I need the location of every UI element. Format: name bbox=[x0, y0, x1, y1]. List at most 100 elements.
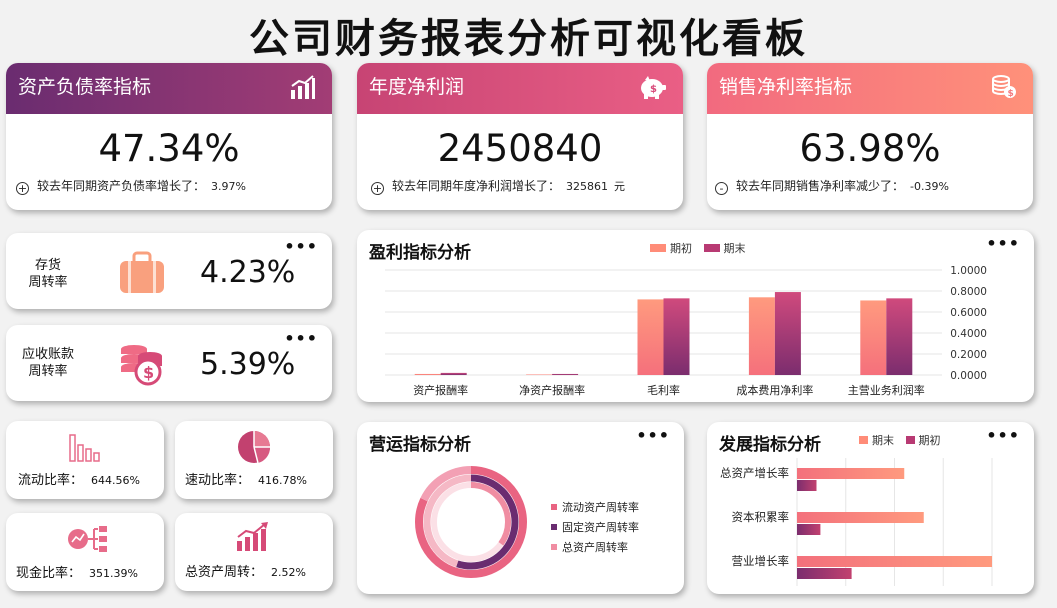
y-tick-label: 总资产增长率 bbox=[720, 466, 789, 480]
chart-title: 发展指标分析 bbox=[719, 435, 821, 455]
legend-label: 固定资产周转率 bbox=[562, 520, 639, 534]
bar-end bbox=[797, 556, 992, 567]
y-tick-label: 1.0000 bbox=[950, 265, 987, 277]
more-options-button[interactable]: ••• bbox=[284, 329, 318, 348]
x-tick-label: 资产报酬率 bbox=[413, 383, 468, 397]
receivable-turnover-card: ••• 应收账款 周转率 $ 5.39% bbox=[6, 325, 332, 401]
kpi-note: + 较去年同期资产负债率增长了： 3.97% bbox=[16, 179, 246, 195]
kpi-header: 销售净利率指标 $ bbox=[707, 63, 1033, 114]
chart-legend: 期末 期初 bbox=[859, 432, 949, 448]
chart-title: 营运指标分析 bbox=[369, 435, 471, 455]
legend-swatch bbox=[551, 524, 557, 530]
ring-slice bbox=[423, 474, 519, 570]
bar-begin bbox=[797, 568, 852, 579]
legend-item: 期初 bbox=[905, 434, 941, 447]
profit-analysis-card: 盈利指标分析 ••• 期初 期末 1.0000 0.8000 0.6000 0.400… bbox=[357, 230, 1034, 402]
plus-icon: + bbox=[371, 182, 384, 195]
piggy-bank-icon: $ bbox=[641, 76, 666, 99]
ring-slice bbox=[415, 466, 527, 578]
svg-text:$: $ bbox=[650, 84, 657, 95]
kpi-card-debt-ratio: 资产负债率指标 47.34% + 较去年同期资产负债率增长了： 3.97% bbox=[6, 63, 332, 210]
kpi-change: -0.39% bbox=[910, 180, 949, 193]
kpi-title: 销售净利率指标 bbox=[719, 76, 853, 98]
kpi-card-net-profit: 年度净利润 $ 2450840 + 较去年同期年度净利润增长了： 325861 元 bbox=[357, 63, 683, 210]
cash-ratio: 现金比率： 351.39% bbox=[16, 566, 138, 581]
page-title: 公司财务报表分析可视化看板 bbox=[249, 15, 808, 62]
column-chart-icon bbox=[69, 434, 100, 462]
turnover-value: 5.39% bbox=[200, 347, 296, 382]
kpi-note: + 较去年同期年度净利润增长了： 325861 元 bbox=[371, 179, 626, 195]
turnover-value: 4.23% bbox=[200, 255, 296, 290]
y-tick-label: 营业增长率 bbox=[732, 554, 790, 568]
development-analysis-card: 发展指标分析 ••• 期末 期初 总资产增长率 资本积累率 营业增长率 bbox=[707, 422, 1034, 594]
bar-end bbox=[440, 372, 467, 375]
quick-ratio-card: 速动比率： 416.78% bbox=[175, 421, 333, 499]
kpi-value: 47.34% bbox=[98, 127, 240, 170]
x-tick-label: 毛利率 bbox=[647, 383, 680, 397]
bar-end bbox=[886, 298, 913, 375]
kpi-value: 63.98% bbox=[799, 127, 941, 170]
turnover-label: 应收账款 周转率 bbox=[21, 347, 74, 379]
quick-ratio: 速动比率： 416.78% bbox=[185, 473, 307, 488]
bar-begin bbox=[797, 524, 821, 535]
more-options-button[interactable]: ••• bbox=[284, 237, 318, 256]
bar-end bbox=[774, 292, 801, 375]
kpi-value: 2450840 bbox=[437, 127, 603, 170]
inventory-turnover-card: ••• 存货 周转率 4.23% bbox=[6, 233, 332, 309]
briefcase-icon bbox=[120, 251, 164, 293]
current-ratio-card: 流动比率： 644.56% bbox=[6, 421, 164, 499]
asset-turnover-card: 总资产周转： 2.52% bbox=[175, 513, 333, 591]
y-tick-label: 0.4000 bbox=[950, 328, 987, 340]
kpi-title: 资产负债率指标 bbox=[18, 76, 152, 98]
svg-text:$: $ bbox=[1008, 89, 1014, 99]
turnover-label: 存货 周转率 bbox=[28, 258, 68, 290]
bar-end bbox=[797, 468, 905, 479]
current-ratio: 流动比率： 644.56% bbox=[18, 473, 140, 488]
y-tick-label: 0.6000 bbox=[950, 307, 987, 319]
bar-end bbox=[663, 298, 690, 375]
legend-item: 期末 bbox=[703, 242, 746, 255]
legend-item: 期末 bbox=[859, 434, 894, 447]
bar-begin bbox=[637, 299, 664, 375]
x-tick-label: 净资产报酬率 bbox=[519, 383, 585, 397]
legend-swatch bbox=[551, 504, 557, 510]
bar-begin bbox=[414, 373, 441, 375]
bar-end bbox=[797, 512, 924, 523]
bar-begin bbox=[797, 480, 817, 491]
bar-begin bbox=[860, 300, 887, 375]
coins-icon: $ bbox=[992, 75, 1016, 99]
kpi-title: 年度净利润 bbox=[369, 76, 465, 98]
profit-bar-chart: 1.0000 0.8000 0.6000 0.4000 0.2000 0.0000 资产报酬… bbox=[385, 265, 987, 397]
money-stack-icon: $ bbox=[121, 345, 162, 386]
kpi-note: - 较去年同期销售净利率减少了： -0.39% bbox=[715, 177, 949, 195]
chart-title: 盈利指标分析 bbox=[369, 243, 471, 263]
asset-turnover: 总资产周转： 2.52% bbox=[185, 565, 306, 580]
plus-icon: + bbox=[16, 182, 29, 195]
more-options-button[interactable]: ••• bbox=[636, 426, 670, 445]
svg-text:$: $ bbox=[143, 363, 154, 382]
more-options-button[interactable]: ••• bbox=[986, 234, 1020, 253]
kpi-header: 资产负债率指标 bbox=[6, 63, 332, 114]
legend-label: 总资产周转率 bbox=[562, 540, 628, 554]
x-tick-label: 主营业务利润率 bbox=[848, 383, 925, 397]
kpi-header: 年度净利润 $ bbox=[357, 63, 683, 114]
y-tick-label: 0.8000 bbox=[950, 286, 987, 298]
cash-ratio-card: 现金比率： 351.39% bbox=[6, 513, 164, 591]
ring-slice bbox=[431, 482, 511, 562]
kpi-change: 3.97% bbox=[211, 180, 246, 193]
chart-legend: 期初 期末 bbox=[650, 240, 754, 256]
pie-chart-icon bbox=[238, 431, 271, 464]
legend-item: 期初 bbox=[650, 242, 692, 255]
more-options-button[interactable]: ••• bbox=[986, 426, 1020, 445]
legend-swatch bbox=[551, 544, 557, 550]
bar-begin bbox=[748, 297, 775, 375]
x-tick-label: 成本费用净利率 bbox=[736, 383, 813, 397]
y-tick-label: 0.2000 bbox=[950, 349, 987, 361]
bar-end bbox=[552, 373, 579, 375]
y-tick-label: 0.0000 bbox=[950, 370, 987, 382]
operating-analysis-card: 营运指标分析 ••• 流动资产周转率 固定资产周转率 总资产周转率 bbox=[357, 422, 684, 594]
flow-icon bbox=[68, 526, 107, 552]
legend-label: 流动资产周转率 bbox=[562, 500, 639, 514]
